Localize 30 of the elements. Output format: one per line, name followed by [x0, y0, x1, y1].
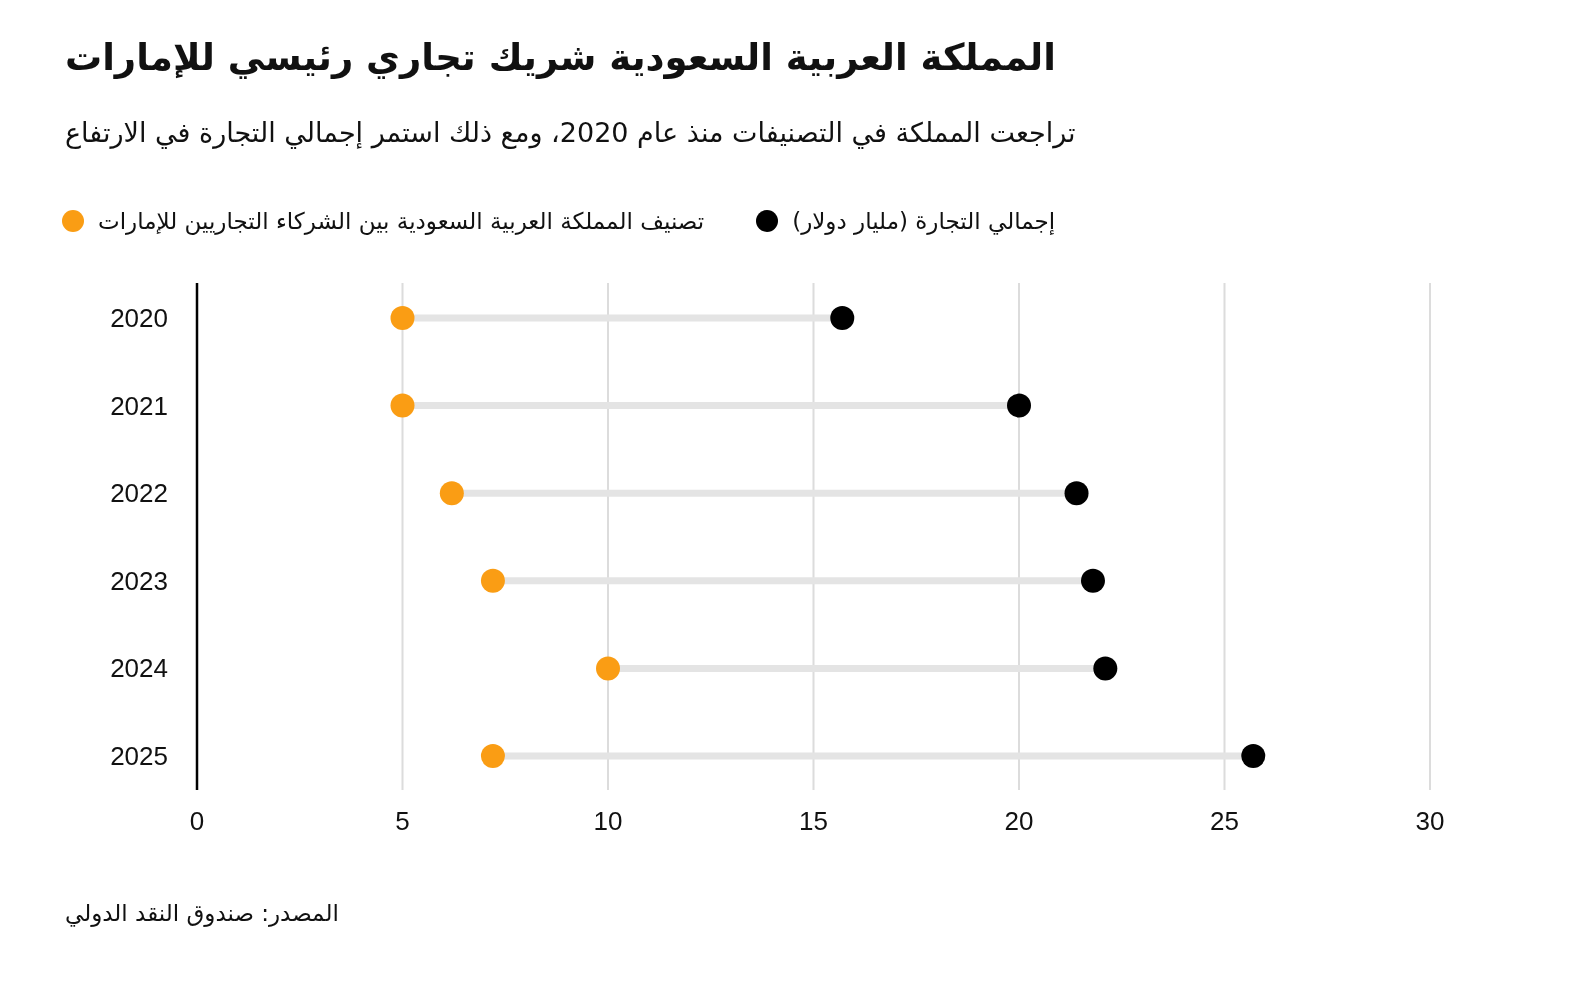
point [480, 744, 505, 768]
legend-label: إجمالي التجارة (مليار دولار) [792, 208, 1056, 234]
point [439, 481, 464, 506]
x-tick-label: 15 [799, 806, 828, 836]
x-tick-label: 20 [1004, 806, 1034, 836]
point [480, 568, 505, 593]
x-tick-label: 10 [593, 806, 623, 836]
x-tick-label: 0 [189, 806, 205, 836]
point [390, 306, 415, 330]
point [596, 656, 620, 681]
y-tick-label: 2023 [110, 565, 168, 596]
point [1080, 568, 1105, 593]
point [1064, 481, 1089, 506]
y-tick-label: 2021 [110, 390, 168, 421]
point [1241, 744, 1266, 768]
y-tick-label: 2025 [110, 741, 168, 771]
x-tick-label: 5 [395, 806, 410, 836]
point [1093, 656, 1118, 681]
x-tick-label: 30 [1415, 806, 1445, 836]
point [390, 393, 415, 418]
y-tick-label: 2024 [110, 653, 168, 684]
point [830, 306, 855, 330]
point [1007, 393, 1031, 418]
y-tick-label: 2022 [110, 478, 168, 509]
annotation: المصدر: صندوق النقد الدولي [65, 900, 339, 926]
legend-label: تصنيف المملكة العربية السعودية بين الشركاء التجاريين للإمارات [98, 208, 705, 234]
y-tick-label: 2020 [110, 303, 168, 333]
x-tick-label: 25 [1210, 806, 1239, 836]
title: المملكة العربية السعودية شريك تجاري رئيسي للإمارات [65, 36, 1056, 79]
subtitle: تراجعت المملكة في التصنيفات منذ عام 2020، ومع ذلك استمر إجمالي التجارة في الارتفاع [65, 116, 1077, 151]
